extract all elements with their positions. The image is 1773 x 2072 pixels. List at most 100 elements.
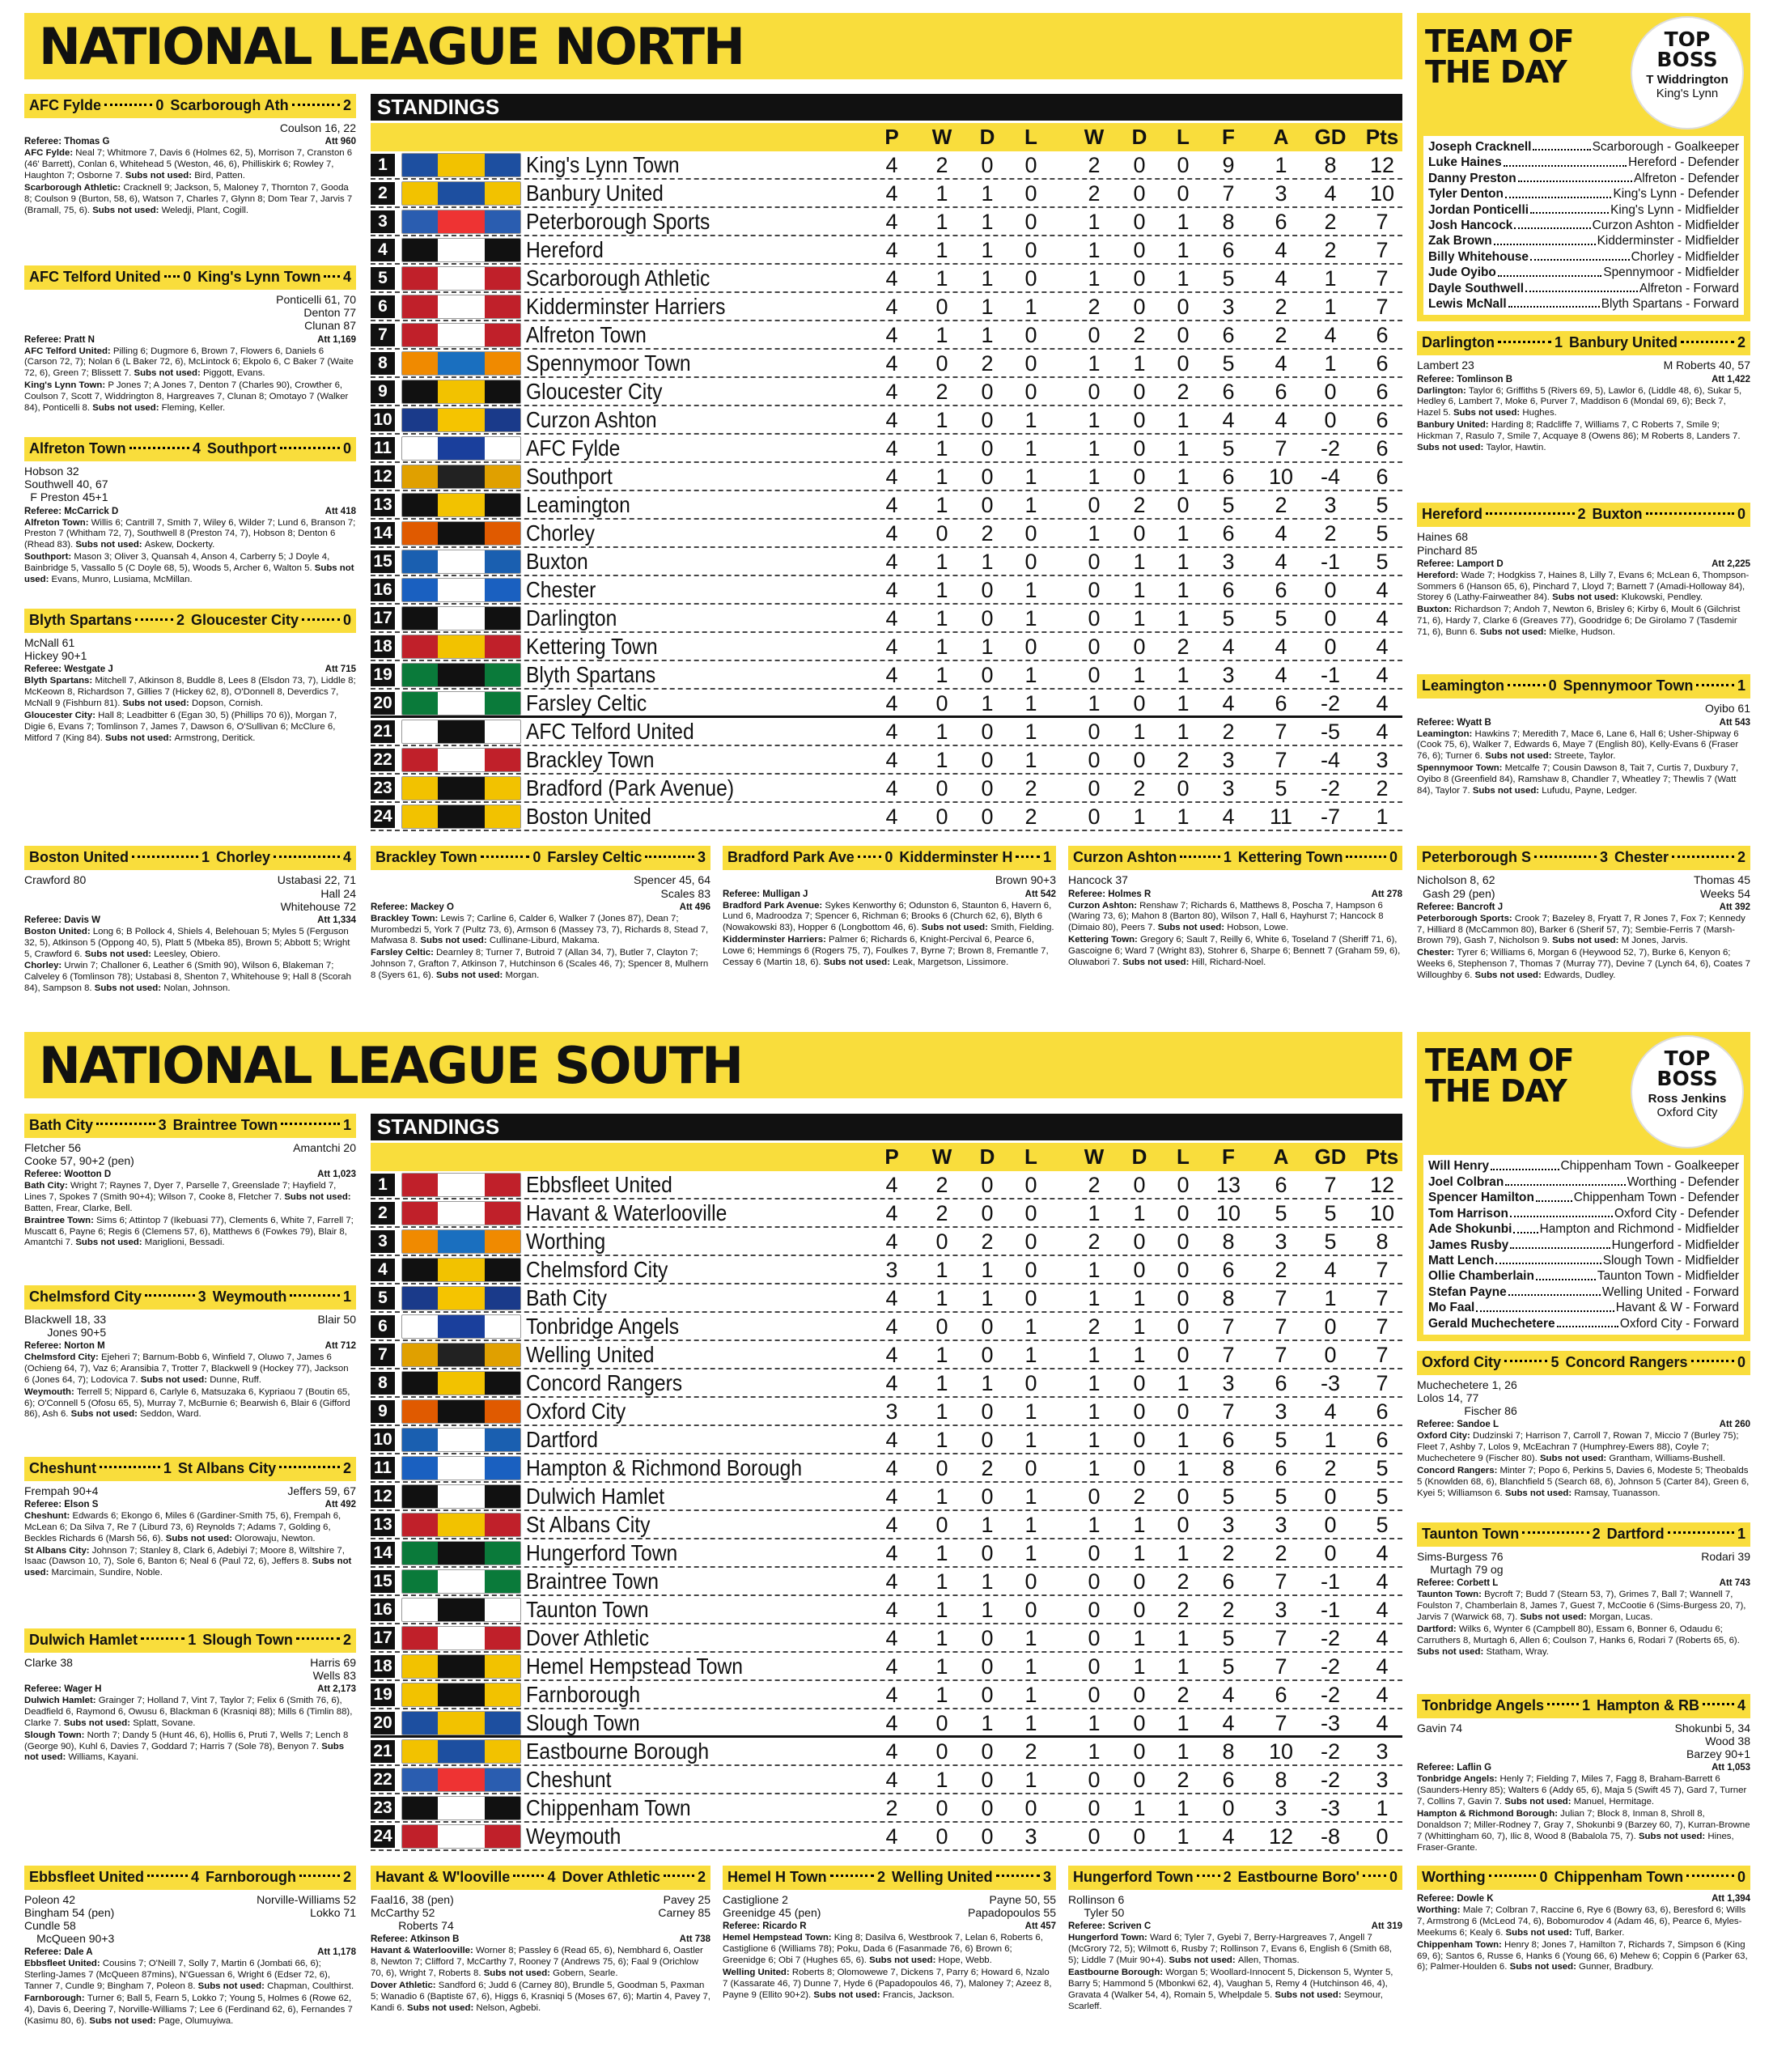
team-lineup: Chester: Tyrer 6; Williams 6, Morgan 6 (… [1417, 948, 1750, 982]
lineup-team-name: Chippenham Town: [1417, 1939, 1504, 1950]
team-lineup: Worthing: Male 7; Colbran 7, Raccine 6, … [1417, 1905, 1750, 1939]
dot-leader [1486, 512, 1575, 515]
away-score: 0 [1389, 1868, 1398, 1885]
stat-cell: 4 [885, 1455, 898, 1480]
dot-leader [1498, 340, 1551, 343]
top-boss-label: TOP BOSS [1656, 1047, 1718, 1091]
player-name: Tyler Denton [1428, 187, 1504, 202]
stat-cell: 1 [1088, 1257, 1101, 1282]
scorer: Hancock 37 [1068, 873, 1128, 887]
dot-leader [1667, 1531, 1734, 1535]
referee-line: Referee: Westgate J Att 715 [24, 664, 356, 675]
stat-cell: 4 [885, 238, 898, 263]
scorers: Lambert 23 M Roberts 40, 57 [1417, 359, 1750, 372]
stat-cell: 3 [1222, 550, 1235, 575]
subs-label: Subs not used: [24, 563, 354, 585]
stat-cell: -1 [1320, 663, 1340, 688]
stat-cell: 0 [981, 663, 994, 688]
stat-cell: 6 [1376, 351, 1389, 376]
referee: Referee: Corbett L [1417, 1578, 1499, 1589]
stat-cell: 10 [1215, 1200, 1241, 1225]
position-badge: 3 [371, 1229, 395, 1253]
stat-cell: 1 [1024, 1399, 1037, 1424]
away-team: King's Lynn Town [197, 269, 321, 286]
dot-leader [274, 855, 340, 858]
lineup-team-name: Scarborough Athletic: [24, 183, 124, 193]
scorer: Crawford 80 [24, 873, 87, 887]
team-lineup: Curzon Ashton: Renshaw 7; Richards 6, Ma… [1068, 901, 1402, 935]
away-scorers: Rodari 39 [1701, 1550, 1750, 1576]
stat-cell: 5 [1222, 436, 1235, 461]
stat-cell: 0 [1088, 1824, 1101, 1849]
stat-cell: 5 [1376, 1484, 1389, 1509]
match-report: Oxford City 5 Concord Rangers 0 Muchechetere… [1417, 1350, 1750, 1513]
subs-not-used: Bird, Patten. [194, 171, 245, 181]
stat-cell: 1 [1088, 465, 1101, 490]
attendance: Att 278 [1371, 889, 1402, 899]
stat-cell: 7 [1376, 266, 1389, 291]
stat-cell: 3 [1222, 1512, 1235, 1537]
scorer: Fischer 86 [1464, 1404, 1517, 1418]
national-league-south-section: NATIONAL LEAGUE SOUTH TEAM OF THE DAY TOP… [24, 1032, 1754, 2027]
away-score: 1 [1737, 677, 1746, 694]
subs-label: Subs not used: [1552, 936, 1622, 946]
scorers: Frempah 90+4 Jeffers 59, 67 [24, 1484, 356, 1497]
stat-cell: 12 [1268, 1824, 1294, 1849]
attendance: Att 457 [1024, 1921, 1056, 1932]
match-score-header: Hungerford Town 2 Eastbourne Boro' 0 [1068, 1865, 1402, 1890]
team-name: Farnborough [526, 1681, 641, 1707]
position-badge: 11 [371, 437, 395, 461]
club-crest-icon [401, 266, 521, 291]
stat-cell: 4 [1376, 720, 1389, 745]
stat-cell: 1 [935, 1285, 948, 1310]
position-badge: 19 [371, 1683, 395, 1706]
stat-cell: 0 [1024, 181, 1037, 206]
stat-cell: 2 [1376, 776, 1389, 801]
stat-cell: 1 [1177, 1370, 1190, 1395]
away-scorers: Shokunbi 5, 34 Wood 38 Barzey 90+1 [1675, 1722, 1750, 1760]
stat-cell: 1 [1024, 408, 1037, 433]
stat-cell: 1 [1088, 1455, 1101, 1480]
stat-cell: 1 [1024, 493, 1037, 518]
stat-cell: 4 [885, 1767, 898, 1792]
referee: Referee: Wootton D [24, 1169, 112, 1179]
dot-leader [1509, 1206, 1614, 1218]
lineup-team-name: Kidderminster Harriers: [723, 935, 829, 945]
stat-cell: 2 [885, 1795, 898, 1820]
stat-cell: 1 [1088, 1342, 1101, 1367]
position-badge: 10 [371, 409, 395, 432]
stat-cell: 2 [1177, 1597, 1190, 1622]
dot-leader [857, 855, 882, 858]
stat-cell: 4 [885, 1285, 898, 1310]
column-header: W [1084, 1144, 1105, 1169]
stat-cell: 0 [1133, 380, 1146, 405]
stat-cell: 0 [1024, 1795, 1037, 1820]
lineup-team-name: Buxton: [1417, 605, 1455, 615]
club-crest-icon [401, 578, 521, 603]
column-header: Pts [1365, 1144, 1399, 1169]
stat-cell: 2 [1222, 1540, 1235, 1565]
player-club-position: Slough Town - Midfielder [1602, 1253, 1739, 1267]
subs-not-used: Marcimain, Sundire, Noble. [51, 1568, 163, 1578]
stat-cell: 0 [1024, 1285, 1037, 1310]
scorer: Southwell 40, 67 [24, 478, 108, 491]
dot-leader [1530, 202, 1610, 214]
attendance: Att 260 [1719, 1420, 1750, 1430]
scorer: Tyler 50 [1084, 1906, 1125, 1920]
match-score-header: Tonbridge Angels 1 Hampton & RB 4 [1417, 1693, 1750, 1718]
team-name: Oxford City [526, 1398, 626, 1424]
lineup-team-name: Brackley Town: [371, 913, 441, 923]
stat-cell: -1 [1320, 1569, 1340, 1594]
player-club-position: Welling United - Forward [1601, 1284, 1739, 1299]
home-team: AFC Fylde [29, 97, 102, 114]
stat-cell: 5 [1376, 521, 1389, 546]
dot-leader [1556, 1316, 1618, 1327]
team-lineup: Kidderminster Harriers: Palmer 6; Richar… [723, 935, 1056, 969]
team-name: Dartford [526, 1426, 599, 1452]
referee-line: Referee: Elson S Att 492 [24, 1499, 356, 1510]
stat-cell: 0 [1024, 238, 1037, 263]
stat-cell: 1 [1376, 805, 1389, 830]
scorer: Carney 85 [658, 1906, 710, 1920]
stat-cell: -2 [1320, 1625, 1340, 1650]
scorer: Clarke 38 [24, 1655, 73, 1669]
